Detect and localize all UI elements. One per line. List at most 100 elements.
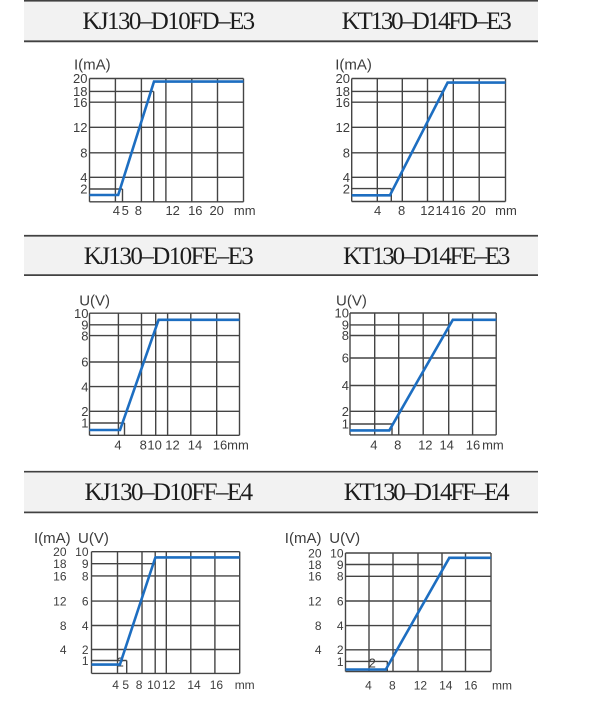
- svg-text:20: 20: [53, 545, 67, 559]
- svg-text:10: 10: [147, 438, 161, 453]
- svg-text:8: 8: [337, 569, 344, 583]
- svg-text:12: 12: [162, 678, 176, 692]
- svg-text:4: 4: [365, 678, 372, 692]
- svg-text:16: 16: [451, 203, 465, 218]
- svg-text:mm: mm: [227, 438, 249, 453]
- svg-text:4: 4: [114, 438, 121, 453]
- svg-text:2: 2: [82, 643, 89, 657]
- svg-text:4: 4: [112, 678, 119, 692]
- svg-text:12: 12: [414, 678, 428, 692]
- svg-text:4: 4: [81, 379, 88, 394]
- svg-text:6: 6: [337, 594, 344, 608]
- svg-text:4: 4: [370, 438, 377, 453]
- svg-text:16: 16: [210, 678, 224, 692]
- svg-text:4: 4: [82, 619, 89, 633]
- svg-text:U(V): U(V): [329, 530, 360, 547]
- svg-text:2: 2: [80, 182, 87, 197]
- svg-text:14: 14: [439, 438, 453, 453]
- svg-text:12: 12: [336, 120, 350, 135]
- svg-text:10: 10: [330, 546, 344, 560]
- svg-text:8: 8: [80, 146, 87, 161]
- svg-text:20: 20: [73, 71, 87, 86]
- svg-text:I(mA): I(mA): [335, 56, 372, 73]
- svg-text:8: 8: [343, 146, 350, 161]
- svg-text:U(V): U(V): [78, 530, 109, 547]
- svg-text:2: 2: [369, 655, 376, 670]
- svg-text:12: 12: [53, 595, 67, 609]
- svg-text:4: 4: [80, 170, 87, 185]
- svg-text:I(mA): I(mA): [74, 56, 111, 73]
- svg-text:I(mA): I(mA): [285, 530, 322, 547]
- svg-text:20: 20: [308, 546, 322, 560]
- svg-text:10: 10: [75, 545, 89, 559]
- svg-text:20: 20: [209, 203, 223, 218]
- svg-text:20: 20: [471, 203, 485, 218]
- svg-text:8: 8: [394, 438, 401, 453]
- svg-text:8: 8: [82, 569, 89, 583]
- svg-text:12: 12: [165, 438, 179, 453]
- svg-text:16: 16: [73, 95, 87, 110]
- svg-text:4: 4: [113, 203, 120, 218]
- svg-text:14: 14: [188, 438, 202, 453]
- svg-text:8: 8: [315, 619, 322, 633]
- svg-text:14: 14: [187, 678, 201, 692]
- svg-text:4: 4: [374, 203, 381, 218]
- svg-text:18: 18: [73, 84, 87, 99]
- svg-text:6: 6: [81, 355, 88, 370]
- svg-text:16: 16: [213, 438, 227, 453]
- svg-text:18: 18: [336, 84, 350, 99]
- svg-text:8: 8: [342, 328, 349, 343]
- svg-text:8: 8: [389, 678, 396, 692]
- svg-text:20: 20: [336, 71, 350, 86]
- svg-text:12: 12: [165, 203, 179, 218]
- svg-text:8: 8: [60, 619, 67, 633]
- svg-text:12: 12: [420, 203, 434, 218]
- svg-text:mm: mm: [482, 438, 504, 453]
- svg-text:10: 10: [335, 306, 349, 321]
- svg-text:8: 8: [136, 678, 143, 692]
- svg-text:9: 9: [82, 557, 89, 571]
- svg-text:mm: mm: [495, 203, 517, 218]
- svg-text:1: 1: [82, 654, 89, 668]
- svg-text:4: 4: [343, 170, 350, 185]
- svg-text:12: 12: [418, 438, 432, 453]
- svg-text:12: 12: [308, 594, 322, 608]
- svg-text:I(mA): I(mA): [34, 530, 71, 547]
- svg-text:16: 16: [336, 95, 350, 110]
- svg-text:12: 12: [73, 120, 87, 135]
- svg-text:10: 10: [74, 306, 88, 321]
- svg-text:8: 8: [81, 328, 88, 343]
- svg-text:9: 9: [337, 558, 344, 572]
- svg-text:6: 6: [82, 595, 89, 609]
- svg-text:9: 9: [342, 318, 349, 333]
- svg-text:16: 16: [464, 678, 478, 692]
- svg-text:8: 8: [140, 438, 147, 453]
- svg-text:9: 9: [81, 318, 88, 333]
- svg-text:6: 6: [342, 351, 349, 366]
- svg-text:2: 2: [81, 404, 88, 419]
- svg-text:U(V): U(V): [79, 292, 110, 309]
- svg-text:2: 2: [342, 404, 349, 419]
- svg-text:10: 10: [147, 678, 161, 692]
- svg-text:8: 8: [398, 203, 405, 218]
- svg-text:1: 1: [81, 416, 88, 431]
- svg-text:18: 18: [53, 557, 67, 571]
- svg-text:18: 18: [308, 558, 322, 572]
- svg-text:8: 8: [135, 203, 142, 218]
- svg-text:mm: mm: [234, 203, 256, 218]
- svg-text:1: 1: [342, 417, 349, 432]
- svg-text:4: 4: [315, 643, 322, 657]
- svg-text:2: 2: [343, 181, 350, 196]
- svg-text:mm: mm: [235, 678, 255, 692]
- svg-text:14: 14: [439, 678, 453, 692]
- svg-text:1: 1: [337, 655, 344, 669]
- svg-text:4: 4: [60, 643, 67, 657]
- svg-text:16: 16: [53, 569, 67, 583]
- svg-text:16: 16: [188, 203, 202, 218]
- svg-text:4: 4: [342, 378, 349, 393]
- svg-text:4: 4: [337, 619, 344, 633]
- svg-text:U(V): U(V): [336, 293, 367, 310]
- svg-text:5: 5: [122, 678, 129, 692]
- svg-text:16: 16: [308, 569, 322, 583]
- svg-text:2: 2: [337, 643, 344, 657]
